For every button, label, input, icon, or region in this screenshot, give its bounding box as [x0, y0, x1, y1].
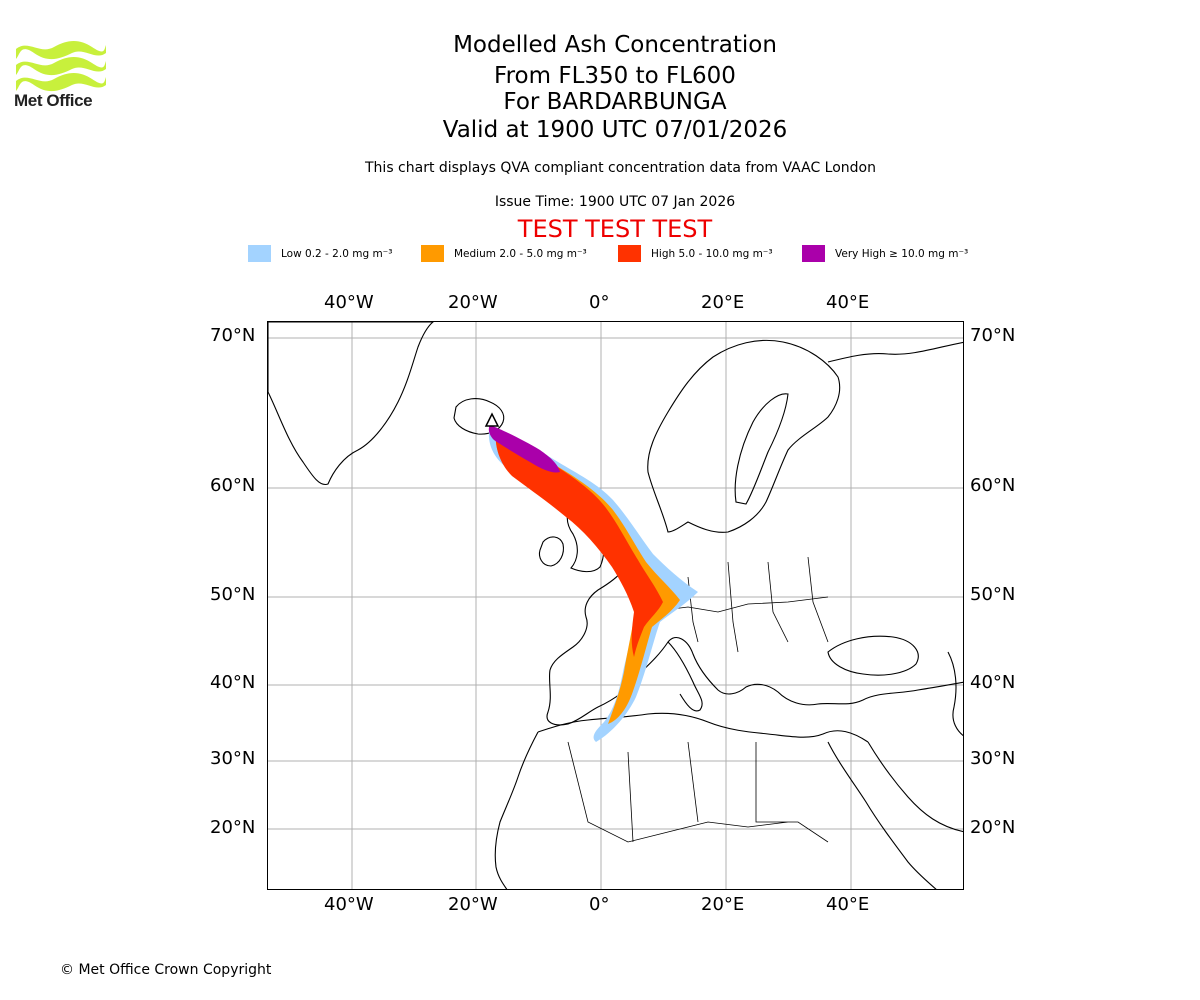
- legend-item-low: Low 0.2 - 2.0 mg m⁻³: [248, 244, 392, 263]
- lon-label-bottom-40w: 40°W: [324, 894, 374, 915]
- copyright: © Met Office Crown Copyright: [60, 962, 272, 978]
- legend-label-high: High 5.0 - 10.0 mg m⁻³: [651, 247, 773, 260]
- legend-label-very-high: Very High ≥ 10.0 mg m⁻³: [835, 247, 969, 260]
- coast-scandinavia: [647, 339, 841, 533]
- lat-label-left-50n: 50°N: [210, 584, 256, 605]
- coast-north-russia: [827, 341, 963, 363]
- compliance-note: This chart displays QVA compliant concen…: [365, 160, 876, 176]
- lat-label-right-30n: 30°N: [970, 748, 1016, 769]
- lon-label-top-40e: 40°E: [826, 292, 870, 313]
- lon-label-bottom-20e: 20°E: [701, 894, 745, 915]
- lon-label-bottom-0: 0°: [589, 894, 610, 915]
- coast-west-europe: [546, 569, 637, 726]
- coast-ireland: [538, 536, 564, 567]
- legend-swatch-low: [248, 245, 271, 262]
- plume-low: [488, 425, 698, 742]
- test-banner: TEST TEST TEST: [517, 215, 713, 243]
- graticule: [268, 322, 963, 889]
- legend-item-high: High 5.0 - 10.0 mg m⁻³: [618, 244, 773, 263]
- coast-red-sea-west: [827, 741, 937, 889]
- lat-label-right-40n: 40°N: [970, 672, 1016, 693]
- coast-bothnia: [734, 393, 789, 505]
- lat-label-left-30n: 30°N: [210, 748, 256, 769]
- legend-label-medium: Medium 2.0 - 5.0 mg m⁻³: [454, 247, 587, 260]
- lon-label-top-20e: 20°E: [701, 292, 745, 313]
- map-canvas: [268, 322, 963, 889]
- lat-label-left-70n: 70°N: [210, 325, 256, 346]
- plume-high: [495, 430, 663, 657]
- coast-iceland: [453, 398, 505, 435]
- lon-label-top-40w: 40°W: [324, 292, 374, 313]
- lat-label-left-20n: 20°N: [210, 817, 256, 838]
- ash-plume: [488, 425, 698, 742]
- coast-mediterranean-north: [635, 637, 963, 706]
- flight-level-range: From FL350 to FL600: [494, 63, 736, 89]
- lon-label-top-20w: 20°W: [448, 292, 498, 313]
- volcano-name: For BARDARBUNGA: [503, 89, 727, 115]
- lon-label-top-0: 0°: [589, 292, 610, 313]
- lat-label-right-60n: 60°N: [970, 475, 1016, 496]
- ash-map[interactable]: [267, 321, 964, 890]
- legend-label-low: Low 0.2 - 2.0 mg m⁻³: [281, 247, 393, 260]
- legend-item-very-high: Very High ≥ 10.0 mg m⁻³: [802, 244, 968, 263]
- volcano-marker-icon: [484, 412, 500, 427]
- coast-greenland: [268, 322, 434, 486]
- issue-time: Issue Time: 1900 UTC 07 Jan 2026: [494, 194, 736, 210]
- legend-swatch-medium: [421, 245, 444, 262]
- borders-africa: [567, 741, 829, 843]
- coast-north-africa: [537, 712, 869, 743]
- valid-time: Valid at 1900 UTC 07/01/2026: [442, 117, 788, 143]
- coastlines: [268, 322, 963, 889]
- lon-label-bottom-40e: 40°E: [826, 894, 870, 915]
- lat-label-left-60n: 60°N: [210, 475, 256, 496]
- legend-swatch-very-high: [802, 245, 825, 262]
- brand-name: Met Office: [14, 91, 93, 110]
- met-office-logo-icon: [16, 41, 106, 92]
- legend-item-medium: Medium 2.0 - 5.0 mg m⁻³: [421, 244, 587, 263]
- lat-label-right-50n: 50°N: [970, 584, 1016, 605]
- coast-west-africa: [494, 731, 539, 889]
- coast-caspian: [947, 651, 963, 737]
- coast-arabia: [867, 741, 963, 833]
- plume-very-high: [488, 425, 560, 473]
- coast-black-sea: [827, 635, 919, 676]
- chart-title: Modelled Ash Concentration: [453, 32, 777, 58]
- lat-label-right-20n: 20°N: [970, 817, 1016, 838]
- legend-swatch-high: [618, 245, 641, 262]
- coast-italy: [667, 641, 703, 712]
- lon-label-bottom-20w: 20°W: [448, 894, 498, 915]
- lat-label-right-70n: 70°N: [970, 325, 1016, 346]
- lat-label-left-40n: 40°N: [210, 672, 256, 693]
